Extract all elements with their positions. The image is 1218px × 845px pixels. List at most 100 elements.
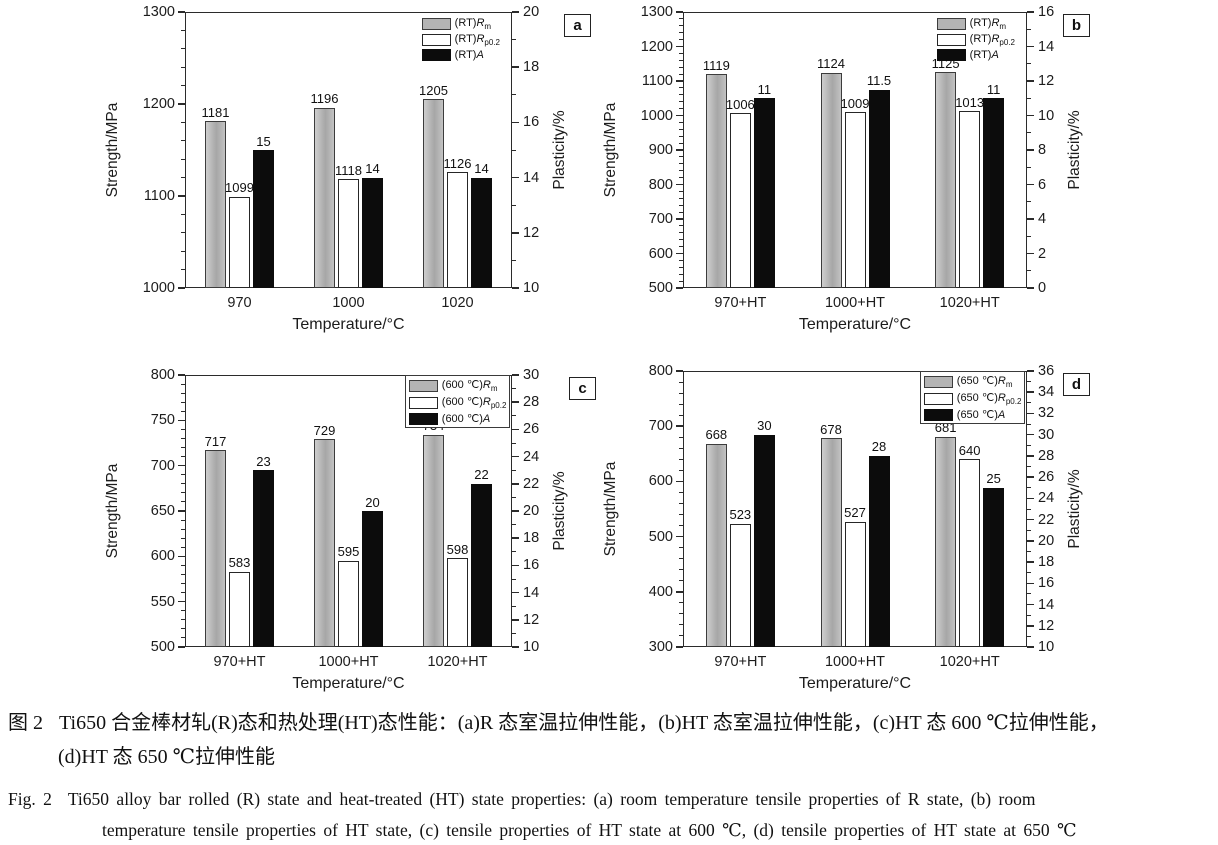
legend-entry-c-rp02: (600 ℃)Rp0.2 xyxy=(408,395,506,410)
xtick-a-1020: 1020 xyxy=(441,295,474,311)
left-minor-tick-c xyxy=(181,474,185,476)
bar-value-d-rp02-970+HT: 523 xyxy=(729,507,752,523)
left-minor-tick-b xyxy=(679,246,683,248)
panel-letter-c: c xyxy=(569,377,596,400)
legend-entry-d-rm: (650 ℃)Rm xyxy=(923,374,1022,390)
left-tick-label-c: 500 xyxy=(150,639,175,655)
legend-label-b-a: (RT)A xyxy=(969,49,999,62)
bar-value-c-a-1000+HT: 20 xyxy=(365,494,380,510)
right-tick-d xyxy=(1027,497,1034,500)
right-minor-tick-d xyxy=(1027,572,1031,574)
right-tick-label-d: 12 xyxy=(1038,617,1055,634)
left-minor-tick-a xyxy=(181,66,185,68)
right-minor-tick-d xyxy=(1027,593,1031,595)
left-tick-label-b: 900 xyxy=(648,142,673,158)
caption-zh-text: Ti650 合金棒材轧(R)态和热处理(HT)态性能：(a)R 态室温拉伸性能，… xyxy=(59,712,1109,734)
left-minor-tick-a xyxy=(181,250,185,252)
left-tick-label-b: 600 xyxy=(648,245,673,262)
right-tick-label-b: 10 xyxy=(1038,107,1055,124)
left-minor-tick-b xyxy=(679,190,683,192)
legend-d: (650 ℃)Rm (650 ℃)Rp0.2 (650 ℃)A xyxy=(919,371,1026,425)
legend-a: (RT)Rm (RT)Rp0.2 (RT)A xyxy=(419,15,503,63)
left-tick-c xyxy=(178,555,185,558)
left-tick-c xyxy=(178,510,185,512)
right-tick-c xyxy=(512,537,519,539)
left-minor-tick-b xyxy=(679,239,683,241)
left-minor-tick-c xyxy=(181,447,185,449)
left-minor-tick-b xyxy=(679,59,683,61)
legend-swatch-black xyxy=(936,49,966,62)
legend-label-c-rm: (600 ℃)Rm xyxy=(441,379,498,394)
left-minor-tick-c xyxy=(181,564,185,566)
left-minor-tick-b xyxy=(679,66,683,68)
right-tick-d xyxy=(1027,412,1034,415)
right-tick-label-d: 36 xyxy=(1038,363,1055,379)
left-minor-tick-c xyxy=(181,437,185,439)
right-tick-c xyxy=(512,428,519,431)
bar-b-a-1000+HT xyxy=(868,89,890,288)
bar-value-b-a-1000+HT: 11.5 xyxy=(866,73,892,89)
right-tick-label-a: 10 xyxy=(523,280,540,296)
bar-value-b-a-970+HT: 11 xyxy=(757,81,772,97)
panel-letter-d: d xyxy=(1063,373,1090,396)
bar-a-rm-1000 xyxy=(314,107,335,288)
left-tick-a xyxy=(178,103,185,105)
xtick-b-1000+HT: 1000+HT xyxy=(824,295,886,311)
right-tick-a xyxy=(512,232,519,234)
left-tick-label-b: 1000 xyxy=(640,107,673,124)
right-tick-a xyxy=(512,287,519,289)
left-minor-tick-b xyxy=(679,135,683,137)
left-minor-tick-b xyxy=(679,52,683,54)
left-tick-d xyxy=(676,591,683,593)
bar-d-rp02-1020+HT xyxy=(959,459,981,647)
legend-label-b-rp02: (RT)Rp0.2 xyxy=(969,33,1015,48)
left-minor-tick-b xyxy=(679,101,683,103)
left-minor-tick-c xyxy=(181,592,185,594)
left-minor-tick-d xyxy=(679,491,683,493)
right-tick-label-b: 4 xyxy=(1038,211,1047,227)
right-tick-d xyxy=(1027,391,1034,393)
left-tick-label-c: 550 xyxy=(150,593,175,610)
left-minor-tick-b xyxy=(679,163,683,165)
bar-d-a-1020+HT xyxy=(983,487,1005,647)
right-tick-d xyxy=(1027,370,1034,372)
left-minor-tick-c xyxy=(181,637,185,639)
bar-value-d-a-970+HT: 30 xyxy=(757,418,772,434)
bar-value-a-a-1020: 14 xyxy=(474,161,489,177)
left-tick-label-b: 1100 xyxy=(641,73,673,89)
right-minor-tick-d xyxy=(1027,635,1031,637)
legend-label-d-rm: (650 ℃)Rm xyxy=(956,375,1013,390)
bar-a-rp02-1020 xyxy=(447,172,468,288)
left-tick-label-d: 400 xyxy=(648,583,673,600)
left-tick-d xyxy=(676,480,683,483)
right-tick-label-c: 12 xyxy=(523,611,540,628)
right-tick-d xyxy=(1027,433,1034,436)
bar-a-a-970 xyxy=(253,150,274,288)
panel-letter-a: a xyxy=(564,14,591,37)
right-tick-d xyxy=(1027,518,1034,521)
right-minor-tick-b xyxy=(1027,132,1031,134)
left-minor-tick-b xyxy=(679,87,683,89)
left-tick-b xyxy=(676,45,683,48)
bar-value-d-a-1020+HT: 25 xyxy=(986,471,1001,487)
bar-d-a-1000+HT xyxy=(868,455,890,647)
bar-value-c-a-970+HT: 23 xyxy=(256,453,271,469)
right-tick-label-d: 16 xyxy=(1038,575,1055,592)
left-tick-label-b: 700 xyxy=(648,211,673,227)
legend-entry-a-rp02: (RT)Rp0.2 xyxy=(421,33,500,48)
right-tick-label-c: 14 xyxy=(523,584,540,601)
right-minor-tick-a xyxy=(512,204,516,206)
left-minor-tick-c xyxy=(181,610,185,612)
left-minor-tick-c xyxy=(181,410,185,412)
legend-label-a-rp02: (RT)Rp0.2 xyxy=(454,33,500,48)
bar-value-b-rm-1000+HT: 1124 xyxy=(817,56,845,72)
left-minor-tick-a xyxy=(181,29,185,31)
bar-d-rm-1020+HT xyxy=(935,436,957,647)
right-tick-label-b: 8 xyxy=(1038,142,1047,158)
left-tick-label-a: 1300 xyxy=(142,4,175,20)
bar-c-rp02-1020+HT xyxy=(447,558,468,647)
right-tick-label-d: 10 xyxy=(1038,639,1055,655)
legend-swatch-black xyxy=(408,412,438,425)
left-tick-a xyxy=(178,287,185,289)
left-minor-tick-b xyxy=(679,259,683,261)
